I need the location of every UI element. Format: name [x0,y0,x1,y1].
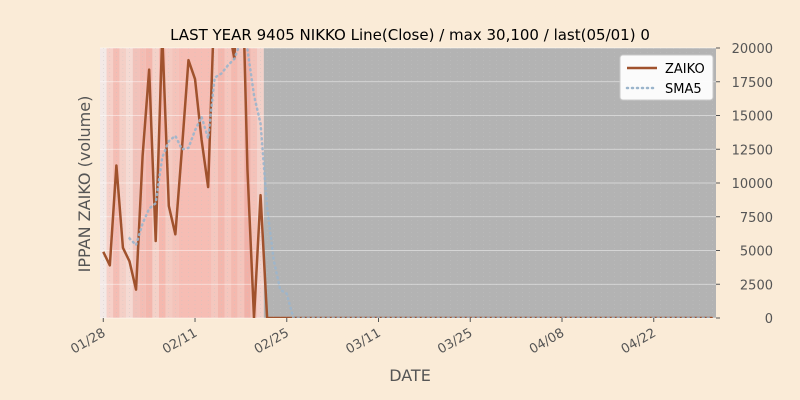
x-tick-label: 03/25 [435,326,475,358]
x-axis-title: DATE [389,366,431,385]
y-tick-label: 20000 [732,42,773,57]
x-tick-label: 04/08 [527,326,567,358]
y-tick-label: 5000 [740,245,773,260]
series-line-sma5 [128,48,714,318]
x-tick-label: 01/28 [68,326,108,358]
legend-label-sma5: SMA5 [665,82,702,97]
legend: ZAIKO SMA5 [619,54,714,101]
y-tick-label: 15000 [732,110,773,125]
y-tick-label: 7500 [740,211,773,226]
y-tick-label: 0 [765,312,773,327]
y-tick-label: 10000 [732,177,773,192]
x-tick-label: 02/11 [160,326,200,358]
x-tick-label: 04/22 [619,326,659,358]
x-tick-label: 02/25 [252,326,292,358]
y-tick-label: 17500 [732,76,773,91]
y-axis-title: IPPAN ZAIKO (volume) [75,96,94,273]
x-tick-label: 03/11 [344,326,384,358]
chart-title: LAST YEAR 9405 NIKKO Line(Close) / max 3… [170,26,650,44]
legend-label-zaiko: ZAIKO [665,62,705,77]
plot-area: 01/28 02/11 02/25 03/11 03/25 04/08 04/22 0 2500… [68,42,773,358]
series-line-zaiko [102,48,713,318]
y-tick-label: 12500 [732,143,773,158]
y-tick-label: 2500 [740,278,773,293]
